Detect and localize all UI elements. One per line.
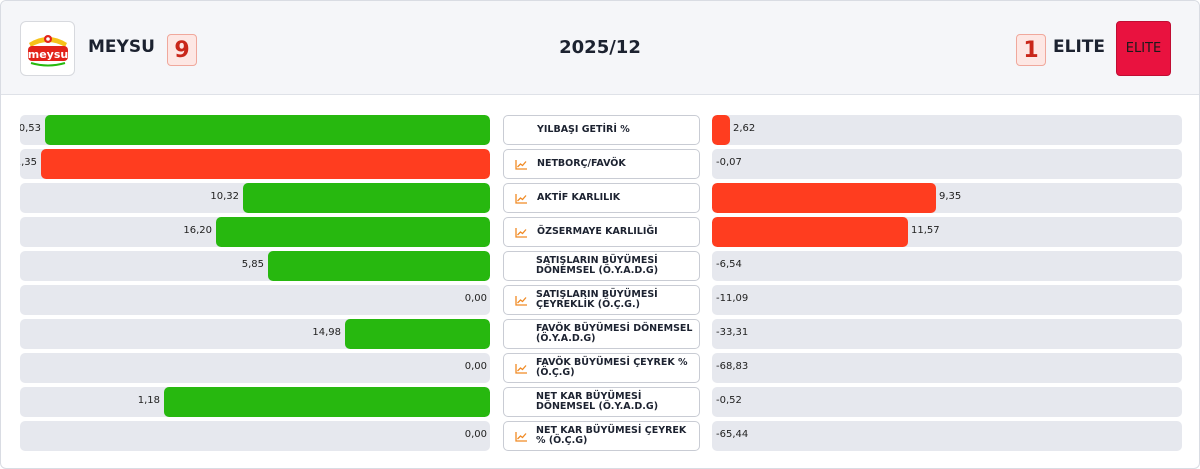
metric-label: NETBORÇ/FAVÖK xyxy=(537,158,626,169)
right-value-label: -68,83 xyxy=(716,361,749,372)
left-value-label: 16,20 xyxy=(183,225,212,236)
left-value-fill xyxy=(41,149,490,179)
left-value-bar: 1,35 xyxy=(20,149,490,179)
left-value-label: 1,18 xyxy=(137,395,160,406)
metric-label-box[interactable]: ÖZSERMAYE KARLILIĞI xyxy=(503,217,700,247)
svg-text:meysu: meysu xyxy=(27,48,67,61)
chart-line-icon[interactable] xyxy=(515,193,529,204)
left-value-label: 0,00 xyxy=(464,361,487,372)
left-value-bar: 70,53 xyxy=(20,115,490,145)
left-value-fill xyxy=(45,115,490,145)
metric-label: NET KAR BÜYÜMESİ ÇEYREK % (Ö.Ç.G) xyxy=(536,425,687,446)
left-value-label: 5,85 xyxy=(241,259,264,270)
metric-label-box[interactable]: NETBORÇ/FAVÖK xyxy=(503,149,700,179)
left-value-bar: 14,98 xyxy=(20,319,490,349)
right-value-fill xyxy=(712,217,908,247)
right-value-bar: -6,54 xyxy=(712,251,1182,281)
metric-label-box[interactable]: NET KAR BÜYÜMESİ ÇEYREK % (Ö.Ç.G) xyxy=(503,421,700,451)
right-value-bar: -0,07 xyxy=(712,149,1182,179)
metric-row: 10,32 AKTİF KARLILIK 9,35 xyxy=(1,183,1200,213)
right-value-bar: -0,52 xyxy=(712,387,1182,417)
metric-row: 14,98 FAVÖK BÜYÜMESİ DÖNEMSEL (Ö.Y.A.D.G)… xyxy=(1,319,1200,349)
metric-label-box[interactable]: AKTİF KARLILIK xyxy=(503,183,700,213)
right-value-label: -6,54 xyxy=(716,259,742,270)
metric-label-box[interactable]: FAVÖK BÜYÜMESİ DÖNEMSEL (Ö.Y.A.D.G) xyxy=(503,319,700,349)
right-value-bar: 2,62 xyxy=(712,115,1182,145)
meysu-logo: meysu xyxy=(20,21,75,76)
right-value-label: 11,57 xyxy=(911,225,940,236)
metric-label: SATIŞLARIN BÜYÜMESİ DÖNEMSEL (Ö.Y.A.D.G) xyxy=(536,255,659,276)
left-value-label: 1,35 xyxy=(20,157,37,168)
right-value-label: -11,09 xyxy=(716,293,749,304)
left-value-fill xyxy=(243,183,490,213)
metric-row: 0,00 SATIŞLARIN BÜYÜMESİ ÇEYREKLİK (Ö.Ç.G… xyxy=(1,285,1200,315)
right-value-bar: -65,44 xyxy=(712,421,1182,451)
right-value-fill xyxy=(712,183,936,213)
left-value-bar: 1,18 xyxy=(20,387,490,417)
metric-label-box[interactable]: SATIŞLARIN BÜYÜMESİ ÇEYREKLİK (Ö.Ç.G.) xyxy=(503,285,700,315)
metric-label: SATIŞLARIN BÜYÜMESİ ÇEYREKLİK (Ö.Ç.G.) xyxy=(536,289,658,310)
left-value-label: 10,32 xyxy=(210,191,239,202)
left-value-bar: 0,00 xyxy=(20,285,490,315)
right-team-name: ELITE xyxy=(1053,37,1105,57)
period-title: 2025/12 xyxy=(559,37,641,58)
metric-row: 0,00 FAVÖK BÜYÜMESİ ÇEYREK % (Ö.Ç.G) -68,8… xyxy=(1,353,1200,383)
right-value-fill xyxy=(712,115,730,145)
left-value-fill xyxy=(268,251,490,281)
left-value-label: 0,00 xyxy=(464,293,487,304)
left-team-name: MEYSU xyxy=(88,37,155,57)
right-value-label: -0,07 xyxy=(716,157,742,168)
chart-line-icon[interactable] xyxy=(515,159,529,170)
right-value-bar: -33,31 xyxy=(712,319,1182,349)
left-value-label: 14,98 xyxy=(312,327,341,338)
left-value-label: 0,00 xyxy=(464,429,487,440)
metric-row: 1,35 NETBORÇ/FAVÖK -0,07 xyxy=(1,149,1200,179)
metric-row: 5,85 SATIŞLARIN BÜYÜMESİ DÖNEMSEL (Ö.Y.A.… xyxy=(1,251,1200,281)
metric-label-box[interactable]: SATIŞLARIN BÜYÜMESİ DÖNEMSEL (Ö.Y.A.D.G) xyxy=(503,251,700,281)
left-value-bar: 0,00 xyxy=(20,421,490,451)
left-value-fill xyxy=(345,319,490,349)
comparison-header: meysu MEYSU 9 2025/12 1 ELITE ELITE xyxy=(1,1,1199,95)
right-value-label: 9,35 xyxy=(939,191,962,202)
metric-label: AKTİF KARLILIK xyxy=(537,192,621,203)
left-value-bar: 0,00 xyxy=(20,353,490,383)
meysu-logo-icon: meysu xyxy=(27,34,68,66)
chart-line-icon[interactable] xyxy=(515,363,528,374)
chart-line-icon[interactable] xyxy=(515,431,528,442)
right-value-bar: -68,83 xyxy=(712,353,1182,383)
right-value-label: -65,44 xyxy=(716,429,749,440)
left-value-bar: 16,20 xyxy=(20,217,490,247)
right-value-label: 2,62 xyxy=(733,123,756,134)
metric-row: 0,00 NET KAR BÜYÜMESİ ÇEYREK % (Ö.Ç.G) -65… xyxy=(1,421,1200,451)
metric-label: YILBAŞI GETİRİ % xyxy=(537,124,630,135)
left-value-bar: 10,32 xyxy=(20,183,490,213)
metric-label: NET KAR BÜYÜMESİ DÖNEMSEL (Ö.Y.A.D.G) xyxy=(536,391,659,412)
left-team-score: 9 xyxy=(167,34,197,66)
left-value-fill xyxy=(216,217,490,247)
metric-label: FAVÖK BÜYÜMESİ ÇEYREK % (Ö.Ç.G) xyxy=(536,357,688,378)
metric-label-box[interactable]: FAVÖK BÜYÜMESİ ÇEYREK % (Ö.Ç.G) xyxy=(503,353,700,383)
metric-label-box[interactable]: NET KAR BÜYÜMESİ DÖNEMSEL (Ö.Y.A.D.G) xyxy=(503,387,700,417)
right-value-label: -0,52 xyxy=(716,395,742,406)
right-value-bar: 11,57 xyxy=(712,217,1182,247)
left-value-bar: 5,85 xyxy=(20,251,490,281)
metric-label: FAVÖK BÜYÜMESİ DÖNEMSEL (Ö.Y.A.D.G) xyxy=(536,323,693,344)
left-value-fill xyxy=(164,387,490,417)
chart-line-icon[interactable] xyxy=(515,227,529,238)
metric-label: ÖZSERMAYE KARLILIĞI xyxy=(537,226,658,237)
left-value-label: 70,53 xyxy=(20,123,41,134)
chart-line-icon[interactable] xyxy=(515,295,528,306)
metric-row: 1,18 NET KAR BÜYÜMESİ DÖNEMSEL (Ö.Y.A.D.G… xyxy=(1,387,1200,417)
metric-row: 70,53 YILBAŞI GETİRİ % 2,62 xyxy=(1,115,1200,145)
metric-label-box[interactable]: YILBAŞI GETİRİ % xyxy=(503,115,700,145)
right-value-bar: 9,35 xyxy=(712,183,1182,213)
elite-logo: ELITE xyxy=(1116,21,1171,76)
right-value-label: -33,31 xyxy=(716,327,749,338)
right-value-bar: -11,09 xyxy=(712,285,1182,315)
metric-row: 16,20 ÖZSERMAYE KARLILIĞI 11,57 xyxy=(1,217,1200,247)
right-team-score: 1 xyxy=(1016,34,1046,66)
